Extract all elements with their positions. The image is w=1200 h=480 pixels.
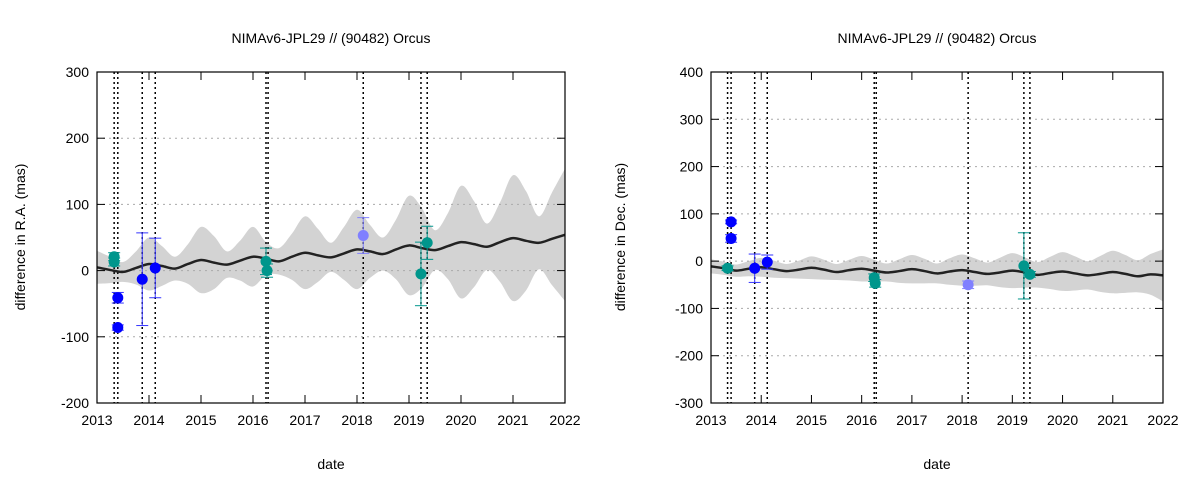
data-point xyxy=(869,277,881,289)
y-tick-label: 100 xyxy=(680,206,704,222)
data-point xyxy=(112,292,124,304)
y-tick-label: 400 xyxy=(680,64,704,80)
x-tick-label: 2022 xyxy=(1147,412,1178,428)
data-point xyxy=(357,230,369,242)
y-tick-label: 100 xyxy=(66,196,90,212)
y-tick-label: -100 xyxy=(61,329,89,345)
y-tick-label: 300 xyxy=(680,111,704,127)
y-axis-label: difference in Dec. (mas) xyxy=(612,163,628,311)
data-point xyxy=(725,216,737,228)
data-point xyxy=(1018,260,1030,272)
y-tick-label: -200 xyxy=(675,348,703,364)
y-tick-label: 300 xyxy=(66,64,90,80)
data-point xyxy=(761,256,773,268)
x-tick-label: 2020 xyxy=(445,412,476,428)
x-tick-label: 2021 xyxy=(497,412,528,428)
x-tick-label: 2016 xyxy=(237,412,268,428)
x-tick-label: 2018 xyxy=(947,412,978,428)
y-tick-label: 200 xyxy=(680,159,704,175)
x-tick-label: 2017 xyxy=(896,412,927,428)
y-tick-label: -100 xyxy=(675,300,703,316)
data-point xyxy=(260,255,272,267)
model-curve xyxy=(710,265,1164,278)
data-point xyxy=(962,279,974,291)
chart-title: NIMAv6-JPL29 // (90482) Orcus xyxy=(232,30,431,46)
dec-panel: NIMAv6-JPL29 // (90482) Orcus date diffe… xyxy=(612,30,1179,472)
data-point xyxy=(725,232,737,244)
y-axis-label: difference in R.A. (mas) xyxy=(12,164,28,311)
plot-frame xyxy=(96,71,566,404)
x-tick-label: 2021 xyxy=(1097,412,1128,428)
x-axis-label: date xyxy=(923,456,950,472)
data-point xyxy=(722,262,734,274)
data-point xyxy=(112,322,124,334)
x-tick-label: 2022 xyxy=(549,412,580,428)
y-tick-label: -200 xyxy=(61,395,89,411)
model-curve xyxy=(96,233,566,274)
x-tick-label: 2014 xyxy=(133,412,164,428)
x-tick-label: 2018 xyxy=(341,412,372,428)
data-point xyxy=(749,262,761,274)
plot-frame xyxy=(710,71,1164,404)
y-tick-label: -300 xyxy=(675,395,703,411)
data-point xyxy=(421,237,433,249)
x-axis-label: date xyxy=(317,456,344,472)
x-tick-label: 2017 xyxy=(289,412,320,428)
x-tick-label: 2020 xyxy=(1047,412,1078,428)
x-tick-label: 2014 xyxy=(746,412,777,428)
uncertainty-band xyxy=(711,249,1163,302)
data-point xyxy=(1024,268,1036,280)
x-tick-label: 2016 xyxy=(846,412,877,428)
chart-title: NIMAv6-JPL29 // (90482) Orcus xyxy=(838,30,1037,46)
data-point xyxy=(415,268,427,280)
data-point xyxy=(149,262,161,274)
x-tick-label: 2015 xyxy=(796,412,827,428)
ra-panel: NIMAv6-JPL29 // (90482) Orcus date diffe… xyxy=(12,30,581,472)
y-tick-label: 0 xyxy=(81,263,89,279)
y-tick-label: 200 xyxy=(66,130,90,146)
data-point xyxy=(108,256,120,268)
y-tick-label: 0 xyxy=(695,253,703,269)
x-tick-label: 2013 xyxy=(695,412,726,428)
x-tick-label: 2013 xyxy=(81,412,112,428)
x-tick-label: 2019 xyxy=(393,412,424,428)
data-point xyxy=(136,273,148,285)
x-tick-label: 2015 xyxy=(185,412,216,428)
uncertainty-band xyxy=(97,168,565,302)
data-point xyxy=(261,265,273,277)
x-tick-label: 2019 xyxy=(997,412,1028,428)
